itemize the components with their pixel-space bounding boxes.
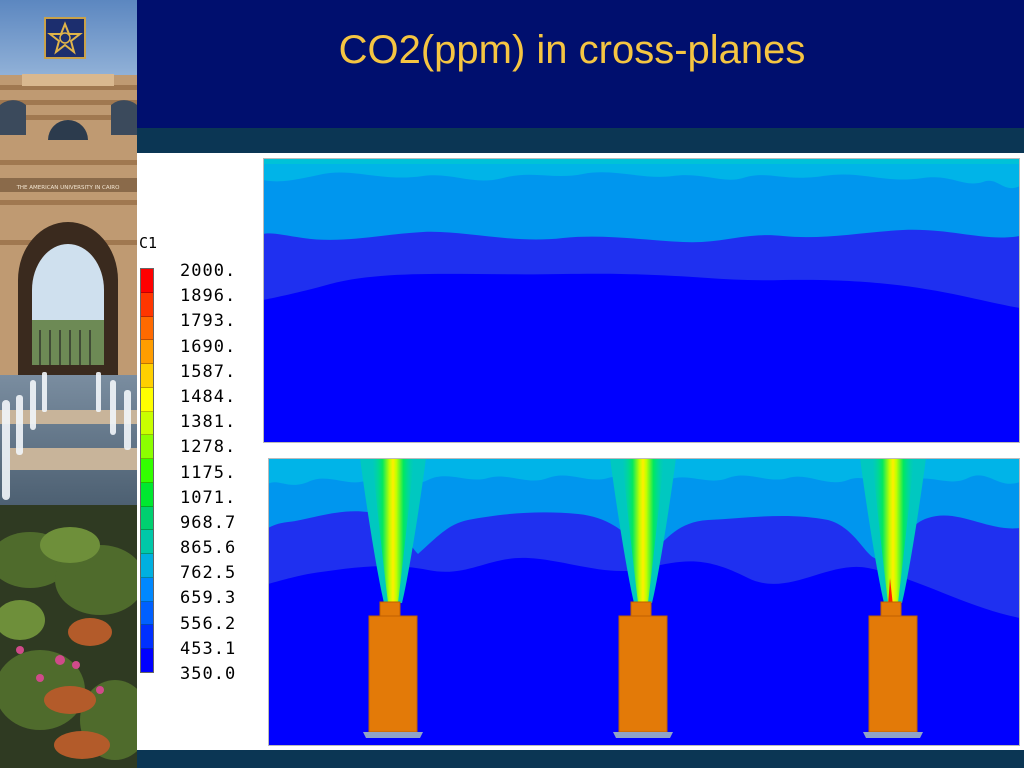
legend-value: 1896.	[180, 286, 237, 307]
legend-value: 1071.	[180, 487, 237, 508]
header-stripe	[137, 128, 1024, 153]
legend-value: 1175.	[180, 462, 237, 483]
contour-plot-bottom	[268, 458, 1020, 746]
legend-value: 659.3	[180, 588, 237, 609]
footer-stripe	[137, 750, 1024, 768]
legend-swatch	[141, 364, 153, 388]
star-emblem-logo	[44, 17, 86, 59]
legend-values: 2000. 1896. 1793. 1690. 1587. 1484. 1381. 1278.…	[180, 259, 236, 687]
legend-value: 1793.	[180, 311, 237, 332]
legend-value: 453.1	[180, 638, 237, 659]
legend-swatch	[141, 649, 153, 673]
legend-colorbar	[140, 268, 154, 673]
contour-plot-bottom-svg	[268, 458, 1020, 746]
sidebar-banner-text: THE AMERICAN UNIVERSITY IN CAIRO	[16, 185, 121, 191]
legend-variable-label: C1	[139, 234, 158, 252]
legend-value: 1587.	[180, 361, 237, 382]
legend-swatch	[141, 577, 153, 602]
legend-value: 762.5	[180, 563, 237, 584]
co2-source-blocks	[368, 601, 918, 733]
legend-value: 865.6	[180, 538, 237, 559]
slide-title: CO2(ppm) in cross-planes	[338, 28, 806, 72]
legend-swatch	[141, 601, 153, 626]
legend-value: 1690.	[180, 336, 237, 357]
legend-swatch	[141, 530, 153, 555]
legend-value: 1278.	[180, 437, 237, 458]
legend-swatch	[141, 269, 153, 293]
legend-swatch	[141, 506, 153, 531]
sidebar-photo-panel: THE AMERICAN UNIVERSITY IN CAIRO	[0, 0, 137, 768]
legend-swatch	[141, 459, 153, 483]
legend-value: 968.7	[180, 512, 237, 533]
contour-plot-top	[263, 158, 1020, 443]
legend-value: 1484.	[180, 386, 237, 407]
header-bar	[137, 0, 1024, 128]
legend-value: 2000.	[180, 261, 237, 281]
contour-plot-top-svg	[263, 158, 1020, 443]
legend-value: 350.0	[180, 664, 237, 684]
legend-swatch	[141, 625, 153, 650]
legend-swatch	[141, 316, 153, 341]
legend-value: 1381.	[180, 412, 237, 433]
legend-swatch	[141, 340, 153, 365]
legend-swatch	[141, 292, 153, 317]
legend-swatch	[141, 411, 153, 436]
legend-swatch	[141, 554, 153, 578]
legend-swatch	[141, 482, 153, 507]
legend-swatch	[141, 387, 153, 412]
legend-swatch	[141, 435, 153, 460]
legend-value: 556.2	[180, 613, 237, 634]
campus-gate-fountains-photo: THE AMERICAN UNIVERSITY IN CAIRO	[0, 0, 137, 768]
